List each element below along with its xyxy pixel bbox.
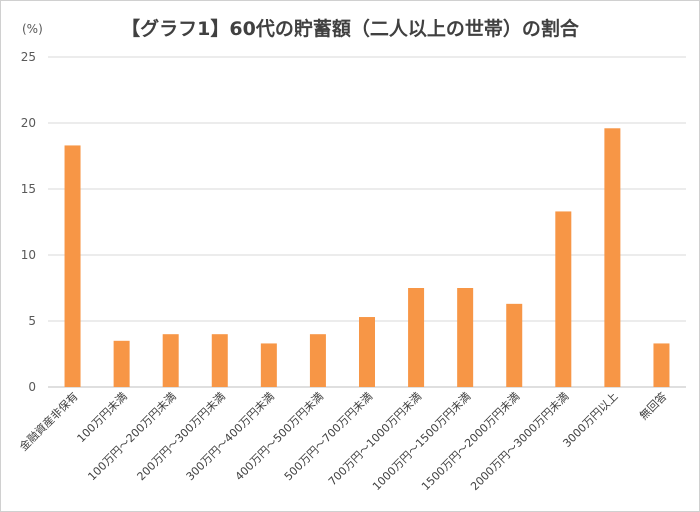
bar: [260, 343, 277, 387]
x-tick-label: 200万円～300万円未満: [135, 390, 228, 483]
y-tick-label: 25: [21, 50, 36, 64]
bar: [64, 145, 81, 387]
x-tick-label: 無回答: [636, 389, 669, 422]
x-tick-label: 500万円～700万円未満: [282, 390, 375, 483]
chart-title: 【グラフ1】60代の貯蓄額（二人以上の世帯）の割合: [121, 18, 579, 40]
bar: [211, 334, 228, 387]
bar: [309, 334, 326, 387]
bar: [653, 343, 670, 387]
x-tick-label: 金融資産非保有: [16, 389, 80, 453]
bar: [506, 303, 523, 387]
x-tick-label: 300万円～400万円未満: [184, 390, 277, 483]
x-tick-label: 700万円～1000万円未満: [326, 390, 424, 488]
x-tick-label: 2000万円～3000万円未満: [468, 390, 571, 493]
bar: [408, 288, 425, 387]
x-tick-label: 100万円～200万円未満: [85, 390, 178, 483]
bar: [457, 288, 474, 387]
bar: [555, 211, 572, 387]
y-tick-label: 15: [21, 182, 36, 196]
bar: [359, 317, 375, 387]
bar: [113, 340, 130, 387]
y-tick-label: 5: [28, 314, 36, 328]
y-tick-label: 0: [28, 380, 36, 394]
x-tick-label: 1500万円～2000万円未満: [419, 390, 522, 493]
bar: [604, 128, 621, 387]
y-axis-unit: (%): [22, 22, 43, 36]
x-tick-label: 400万円～500万円未満: [233, 390, 326, 483]
bar: [162, 334, 179, 387]
x-tick-label: 1000万円～1500万円未満: [370, 390, 473, 493]
y-tick-label: 10: [21, 248, 36, 262]
y-tick-label: 20: [21, 116, 36, 130]
